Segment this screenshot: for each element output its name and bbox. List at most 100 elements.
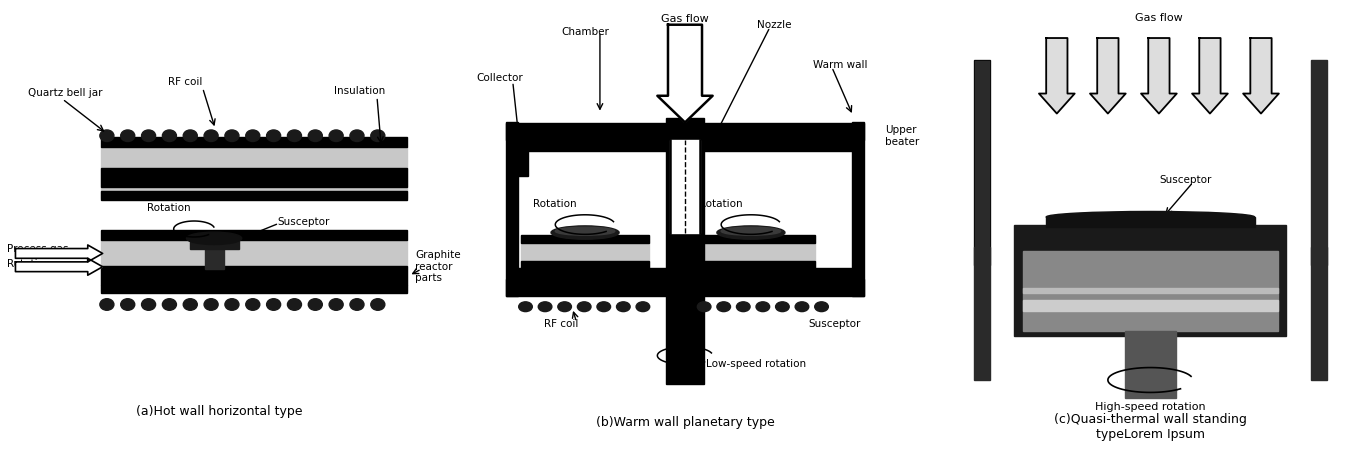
- Ellipse shape: [349, 299, 364, 310]
- Polygon shape: [1141, 38, 1177, 114]
- Bar: [1311, 247, 1328, 380]
- Bar: [974, 60, 991, 265]
- Ellipse shape: [1047, 212, 1255, 223]
- Ellipse shape: [538, 302, 552, 311]
- Bar: [1047, 217, 1255, 227]
- Bar: [1023, 300, 1278, 311]
- Ellipse shape: [717, 302, 730, 311]
- Bar: [100, 147, 407, 198]
- Ellipse shape: [267, 299, 281, 310]
- Ellipse shape: [616, 302, 630, 311]
- Ellipse shape: [555, 227, 615, 235]
- Ellipse shape: [636, 302, 649, 311]
- Ellipse shape: [597, 302, 611, 311]
- Ellipse shape: [795, 302, 808, 311]
- Ellipse shape: [100, 299, 114, 310]
- Ellipse shape: [141, 299, 156, 310]
- Bar: [507, 122, 518, 295]
- Ellipse shape: [775, 302, 789, 311]
- Ellipse shape: [558, 302, 571, 311]
- Ellipse shape: [288, 299, 301, 310]
- Bar: [688, 235, 815, 243]
- Bar: [100, 284, 407, 294]
- Ellipse shape: [349, 130, 364, 142]
- Ellipse shape: [697, 302, 711, 311]
- Text: Low-speed rotation: Low-speed rotation: [707, 360, 807, 370]
- Bar: [688, 261, 815, 269]
- Bar: [974, 60, 991, 265]
- Text: (b)Warm wall planetary type: (b)Warm wall planetary type: [596, 416, 774, 429]
- Ellipse shape: [225, 299, 238, 310]
- Ellipse shape: [184, 299, 197, 310]
- Bar: [518, 151, 527, 176]
- Text: RF coil: RF coil: [169, 77, 203, 87]
- Bar: [852, 122, 863, 295]
- Text: Graphite
reactor
parts: Graphite reactor parts: [415, 250, 460, 284]
- Ellipse shape: [721, 227, 781, 235]
- Ellipse shape: [308, 299, 322, 310]
- Ellipse shape: [163, 130, 177, 142]
- Text: (c)Quasi-thermal wall standing
typeLorem Ipsum: (c)Quasi-thermal wall standing typeLorem…: [1054, 413, 1247, 441]
- Ellipse shape: [184, 130, 197, 142]
- Ellipse shape: [519, 302, 533, 311]
- Ellipse shape: [225, 130, 238, 142]
- Bar: [521, 236, 649, 269]
- Text: Rotation gas: Rotation gas: [7, 259, 73, 269]
- Ellipse shape: [245, 130, 260, 142]
- Text: Nozzle: Nozzle: [758, 20, 792, 30]
- Bar: [100, 191, 407, 200]
- Polygon shape: [1038, 38, 1074, 114]
- Bar: [521, 235, 649, 243]
- Bar: [666, 118, 704, 384]
- Text: RF coil: RF coil: [544, 320, 580, 329]
- Ellipse shape: [577, 302, 590, 311]
- Bar: [670, 140, 700, 234]
- Bar: [1311, 60, 1328, 265]
- Polygon shape: [15, 258, 103, 275]
- Ellipse shape: [329, 130, 342, 142]
- Text: Rotation: Rotation: [533, 199, 577, 209]
- Text: Collector: Collector: [477, 73, 523, 83]
- Text: Gas flow: Gas flow: [662, 14, 708, 24]
- Bar: [521, 261, 649, 269]
- Ellipse shape: [186, 232, 241, 245]
- Polygon shape: [658, 25, 712, 122]
- Text: Lower
heater: Lower heater: [1171, 280, 1206, 302]
- Ellipse shape: [371, 299, 385, 310]
- Bar: [518, 267, 852, 279]
- Text: Susceptor: Susceptor: [277, 218, 329, 227]
- Ellipse shape: [756, 302, 770, 311]
- Text: Gas flow: Gas flow: [1134, 13, 1182, 23]
- Text: Warm wall: Warm wall: [812, 60, 867, 70]
- Text: Insulation: Insulation: [334, 86, 385, 96]
- Ellipse shape: [288, 130, 301, 142]
- Text: Susceptor: Susceptor: [1159, 175, 1211, 185]
- Bar: [100, 230, 407, 240]
- Text: High-speed rotation: High-speed rotation: [1095, 402, 1206, 412]
- Ellipse shape: [267, 130, 281, 142]
- Bar: [518, 140, 852, 151]
- Bar: [100, 266, 407, 284]
- Ellipse shape: [121, 130, 134, 142]
- Ellipse shape: [717, 226, 785, 239]
- Bar: [1023, 251, 1278, 331]
- Ellipse shape: [329, 299, 342, 310]
- Bar: [507, 123, 863, 140]
- Ellipse shape: [371, 130, 385, 142]
- Ellipse shape: [163, 299, 177, 310]
- Ellipse shape: [815, 302, 829, 311]
- Polygon shape: [1091, 38, 1126, 114]
- Bar: [974, 247, 991, 380]
- Bar: [1023, 288, 1278, 294]
- Text: Upper
beater: Upper beater: [885, 125, 919, 147]
- Polygon shape: [1192, 38, 1228, 114]
- Ellipse shape: [204, 130, 218, 142]
- Bar: [100, 240, 407, 291]
- Ellipse shape: [204, 299, 218, 310]
- Text: Quartz bell jar: Quartz bell jar: [29, 88, 103, 98]
- Text: Process gas: Process gas: [7, 244, 68, 254]
- Bar: [688, 236, 815, 269]
- Bar: [507, 279, 863, 295]
- Ellipse shape: [141, 130, 156, 142]
- Ellipse shape: [308, 130, 322, 142]
